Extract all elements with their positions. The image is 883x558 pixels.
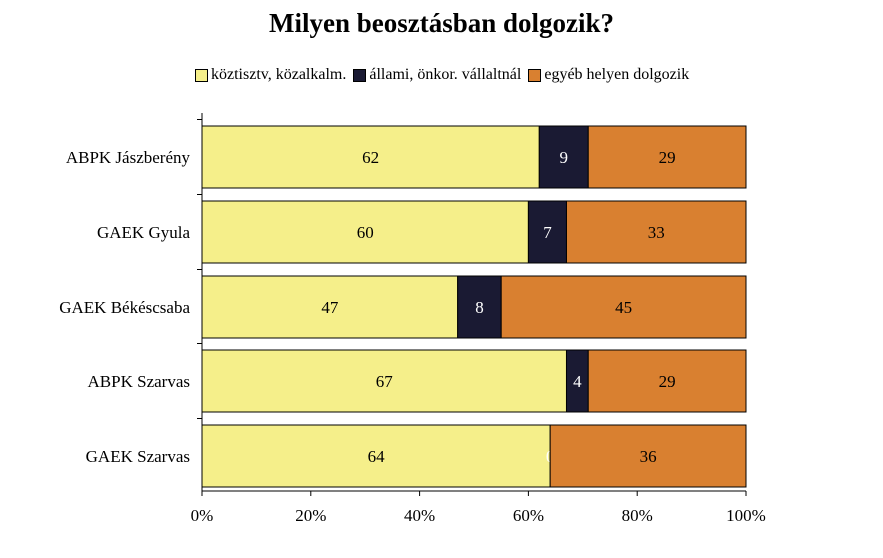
category-label: GAEK Békéscsaba xyxy=(59,298,190,317)
data-label: 36 xyxy=(640,447,657,466)
bar-segment xyxy=(587,125,747,189)
bar-segment xyxy=(201,275,459,339)
x-tick-label: 20% xyxy=(295,506,326,525)
category-label: GAEK Szarvas xyxy=(86,447,190,466)
bar-segment xyxy=(201,424,551,488)
legend-swatch-kozalkalm xyxy=(195,68,208,82)
bar-segment xyxy=(565,200,747,264)
data-label: 7 xyxy=(543,223,552,242)
legend-label-egyeb: egyéb helyen dolgozik xyxy=(544,66,690,83)
data-label: 33 xyxy=(648,223,665,242)
data-label: 62 xyxy=(362,148,379,167)
bar-segment xyxy=(587,349,747,413)
data-label: 8 xyxy=(475,298,484,317)
category-label: GAEK Gyula xyxy=(97,223,190,242)
bar-segment xyxy=(201,200,529,264)
bar-segment xyxy=(457,275,502,339)
legend-item-egyeb: egyéb helyen dolgozik xyxy=(528,66,689,84)
legend-swatch-allami xyxy=(353,68,367,82)
legend-label-allami: állami, önkor. vállaltnál xyxy=(369,66,522,83)
x-tick-label: 40% xyxy=(404,506,435,525)
bar-segment xyxy=(201,349,567,413)
bar-segment xyxy=(500,275,747,339)
x-tick-label: 80% xyxy=(622,506,653,525)
legend-item-allami: állami, önkor. vállaltnál xyxy=(353,66,521,84)
legend-item-kozalkalm: köztisztv, közalkalm. xyxy=(195,66,346,84)
category-label: ABPK Szarvas xyxy=(88,372,190,391)
bar-segment xyxy=(527,200,567,264)
data-label: 45 xyxy=(615,298,632,317)
data-label: 64 xyxy=(368,447,386,466)
data-label: 47 xyxy=(321,298,339,317)
legend-label-kozalkalm: köztisztv, közalkalm. xyxy=(211,66,347,83)
x-tick-label: 100% xyxy=(726,506,766,525)
x-tick-label: 60% xyxy=(513,506,544,525)
bar-segment xyxy=(549,424,747,488)
data-label: 4 xyxy=(573,372,582,391)
data-label: 9 xyxy=(560,148,569,167)
legend: köztisztv, közalkalm. állami, önkor. vál… xyxy=(195,66,696,84)
bar-segment xyxy=(201,125,540,189)
data-label: 67 xyxy=(376,372,394,391)
bar-segment xyxy=(538,125,589,189)
data-label: 29 xyxy=(659,148,676,167)
data-label: 60 xyxy=(357,223,374,242)
category-label: ABPK Jászberény xyxy=(66,148,191,167)
chart-title: Milyen beosztásban dolgozik? xyxy=(268,8,615,38)
data-label: 29 xyxy=(659,372,676,391)
x-tick-label: 0% xyxy=(191,506,214,525)
legend-swatch-egyeb xyxy=(528,68,542,82)
